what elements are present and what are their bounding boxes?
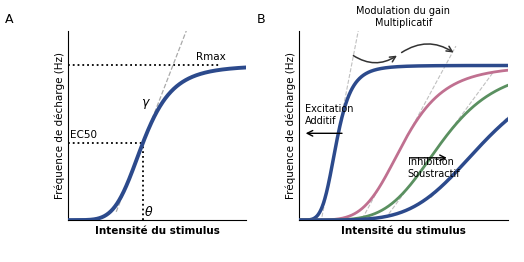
Text: EC50: EC50: [70, 130, 97, 140]
Y-axis label: Fréquence de décharge (Hz): Fréquence de décharge (Hz): [55, 52, 66, 199]
Text: Inhibition
Soustractif: Inhibition Soustractif: [408, 157, 460, 179]
Y-axis label: Fréquence de décharge (Hz): Fréquence de décharge (Hz): [286, 52, 296, 199]
Text: A: A: [5, 13, 14, 26]
Text: Rmax: Rmax: [196, 52, 226, 62]
Text: θ: θ: [145, 205, 152, 219]
X-axis label: Intensité du stimulus: Intensité du stimulus: [95, 226, 220, 236]
Text: Excitation
Additif: Excitation Additif: [305, 104, 354, 126]
X-axis label: Intensité du stimulus: Intensité du stimulus: [341, 226, 466, 236]
Text: Modulation du gain
Multiplicatif: Modulation du gain Multiplicatif: [356, 6, 451, 28]
Text: B: B: [257, 13, 265, 26]
Text: γ: γ: [141, 96, 148, 109]
